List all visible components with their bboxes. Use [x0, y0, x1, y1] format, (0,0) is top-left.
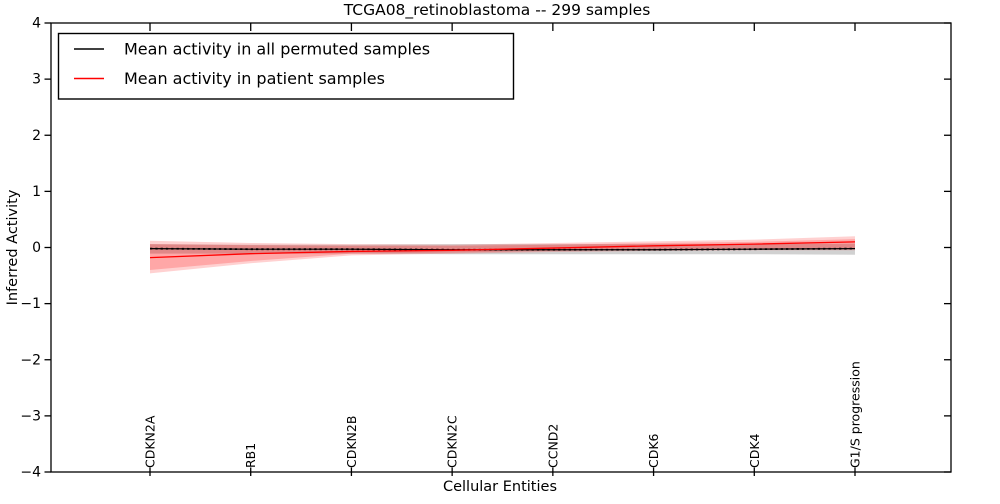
legend-label-permuted: Mean activity in all permuted samples	[124, 40, 430, 59]
series-line-permuted-dotted	[149, 247, 856, 251]
y-tick-label: 2	[32, 128, 41, 144]
y-tick-label: −1	[20, 296, 41, 312]
legend-frame	[57, 32, 515, 100]
chart-title: TCGA08_retinoblastoma -- 299 samples	[343, 1, 651, 20]
band-patient-inner	[150, 239, 855, 270]
y-axis-label: Inferred Activity	[5, 189, 21, 305]
y-tick-label: 4	[32, 16, 41, 32]
x-category-label: CDKN2C	[445, 415, 460, 468]
y-tick-label: 0	[32, 240, 41, 256]
x-category-label: G1/S progression	[847, 361, 862, 468]
series-line-patient	[149, 241, 856, 259]
x-axis-label: Cellular Entities	[443, 479, 557, 495]
x-category-label: RB1	[243, 443, 258, 468]
x-category-label: CDK6	[646, 433, 661, 468]
legend-box: Mean activity in all permuted samples Me…	[57, 32, 515, 100]
legend-entry-patient: Mean activity in patient samples	[74, 69, 385, 88]
x-category-label: CDK4	[747, 433, 762, 468]
legend-entry-permuted: Mean activity in all permuted samples	[74, 40, 430, 59]
x-category-label: CCND2	[545, 424, 560, 468]
y-tick-label: 3	[32, 72, 41, 88]
plot-area: −4 −3 −2 −1 0 1 2 3 4 CDKN2A RB1 CDKN2B CDKN2C CCND2 C…	[20, 16, 951, 481]
x-category-label: CDKN2B	[344, 416, 359, 468]
y-tick-label: −3	[20, 408, 41, 424]
plot-frame	[50, 22, 952, 473]
x-category-label: CDKN2A	[143, 415, 158, 468]
y-tick-label: −4	[20, 465, 41, 481]
y-tick-label: 1	[32, 184, 41, 200]
legend-label-patient: Mean activity in patient samples	[124, 69, 385, 88]
y-tick-label: −2	[20, 352, 41, 368]
